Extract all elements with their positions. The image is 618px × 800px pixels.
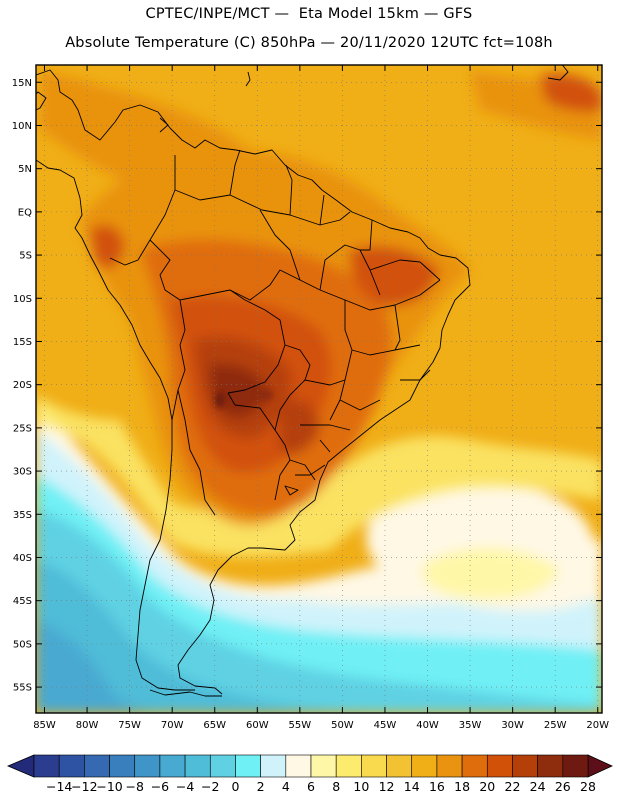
- lat-label: 25S: [13, 423, 32, 434]
- lat-label: 35S: [13, 510, 32, 521]
- colorbar-under-triangle: [6, 754, 35, 778]
- colorbar-label: 4: [282, 779, 290, 794]
- lat-label: 10N: [12, 121, 32, 132]
- chart-subtitle: Absolute Temperature (C) 850hPa — 20/11/…: [65, 35, 553, 51]
- colorbar-label: 6: [307, 779, 315, 794]
- colorbar-swatch: [436, 754, 463, 778]
- colorbar-label: 10: [353, 779, 369, 794]
- colorbar-swatch: [537, 754, 564, 778]
- lon-label: 65W: [203, 720, 226, 731]
- lon-label: 45W: [374, 720, 397, 731]
- colorbar: −14−12−10 −8 −6 −4 −2 0 2 4 6 8 10 12 14 16 18 20 22 24 26…: [6, 754, 613, 794]
- colorbar-label: 26: [555, 779, 571, 794]
- lon-label: 80W: [76, 720, 99, 731]
- colorbar-label: 12: [379, 779, 395, 794]
- colorbar-label: 8: [332, 779, 340, 794]
- lon-label: 60W: [246, 720, 269, 731]
- colorbar-label: 16: [429, 779, 445, 794]
- colorbar-swatch: [58, 754, 85, 778]
- colorbar-label: 0: [231, 779, 239, 794]
- map-frame: [35, 64, 603, 714]
- colorbar-label: −12: [71, 779, 97, 794]
- colorbar-swatch: [361, 754, 387, 778]
- colorbar-label: −8: [126, 779, 144, 794]
- lat-label: 5S: [19, 251, 32, 262]
- colorbar-label: −2: [201, 779, 219, 794]
- colorbar-swatch: [335, 754, 362, 778]
- lat-label: 15S: [13, 337, 32, 348]
- land-outline: [36, 65, 569, 697]
- lat-label: EQ: [18, 207, 32, 218]
- colorbar-swatch: [84, 754, 110, 778]
- colorbar-swatch: [310, 754, 337, 778]
- lat-label: 5N: [18, 164, 32, 175]
- colorbar-label: 20: [479, 779, 495, 794]
- lat-label: 45S: [13, 596, 32, 607]
- latitude-axis: 15N 10N 5N EQ 5S 10S 15S 20S 25S 30S 35S 40S 45S 50S 5…: [12, 78, 602, 694]
- lat-label: 20S: [13, 380, 32, 391]
- colorbar-swatch: [562, 754, 589, 778]
- colorbar-label: 18: [454, 779, 470, 794]
- colorbar-swatch: [512, 754, 538, 778]
- colorbar-label: −6: [151, 779, 169, 794]
- colorbar-label: −4: [176, 779, 194, 794]
- colorbar-label: 28: [580, 779, 596, 794]
- colorbar-label: 14: [404, 779, 420, 794]
- lon-label: 50W: [331, 720, 354, 731]
- colorbar-over-triangle: [587, 754, 613, 778]
- temperature-field: [36, 65, 602, 713]
- colorbar-swatch: [184, 754, 211, 778]
- lat-label: 40S: [13, 553, 32, 564]
- colorbar-swatch: [159, 754, 186, 778]
- lat-label: 50S: [13, 639, 32, 650]
- colorbar-label: 2: [257, 779, 265, 794]
- colorbar-swatch: [209, 754, 236, 778]
- colorbar-swatch: [411, 754, 438, 778]
- lon-label: 55W: [289, 720, 312, 731]
- lon-label: 40W: [416, 720, 439, 731]
- graticule: [36, 65, 602, 713]
- lon-label: 75W: [118, 720, 141, 731]
- colorbar-swatch: [235, 754, 261, 778]
- longitude-axis: 85W 80W 75W 70W 65W 60W 55W 50W 45W 40W 35W 30W 25W 2…: [33, 65, 609, 731]
- colorbar-swatch: [285, 754, 312, 778]
- lon-label: 35W: [459, 720, 482, 731]
- lat-label: 55S: [13, 683, 32, 694]
- lon-label: 85W: [33, 720, 56, 731]
- colorbar-label: −14: [46, 779, 72, 794]
- colorbar-swatch: [260, 754, 287, 778]
- lat-label: 30S: [13, 467, 32, 478]
- colorbar-swatch: [33, 754, 60, 778]
- colorbar-swatch: [486, 754, 513, 778]
- lon-label: 70W: [161, 720, 184, 731]
- colorbar-label: 22: [505, 779, 521, 794]
- colorbar-label: 24: [530, 779, 546, 794]
- colorbar-swatch: [386, 754, 413, 778]
- colorbar-swatch: [109, 754, 136, 778]
- lon-label: 25W: [544, 720, 567, 731]
- colorbar-label: −10: [96, 779, 122, 794]
- colorbar-swatch: [134, 754, 161, 778]
- lat-label: 15N: [12, 78, 32, 89]
- lon-label: 20W: [586, 720, 609, 731]
- colorbar-swatch: [461, 754, 488, 778]
- lon-label: 30W: [501, 720, 524, 731]
- chart-title: CPTEC/INPE/MCT — Eta Model 15km — GFS: [145, 6, 473, 22]
- lat-label: 10S: [13, 294, 32, 305]
